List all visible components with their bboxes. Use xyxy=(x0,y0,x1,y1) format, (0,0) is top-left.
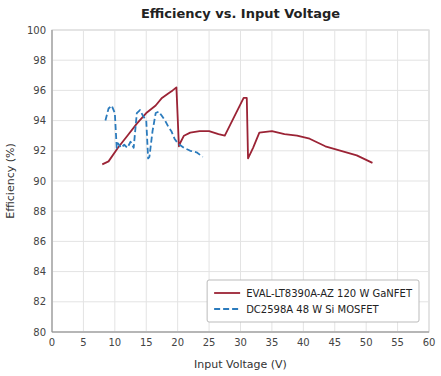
y-tick-label: 84 xyxy=(33,266,46,277)
x-tick-label: 40 xyxy=(297,337,310,348)
y-tick-label: 98 xyxy=(33,55,46,66)
grid-line-x xyxy=(146,30,147,332)
y-tick-label: 88 xyxy=(33,206,46,217)
y-tick-label: 80 xyxy=(33,327,46,338)
y-tick-label: 92 xyxy=(33,145,46,156)
y-tick-label: 100 xyxy=(27,25,46,36)
x-tick-label: 55 xyxy=(391,337,404,348)
x-tick-label: 30 xyxy=(234,337,247,348)
x-tick-label: 10 xyxy=(108,337,121,348)
legend: EVAL-LT8390A-AZ 120 W GaNFET DC2598A 48 W… xyxy=(207,280,419,322)
y-tick-label: 94 xyxy=(33,115,46,126)
x-tick-label: 15 xyxy=(140,337,153,348)
grid-line-x xyxy=(114,30,115,332)
grid xyxy=(52,30,429,332)
x-tick-label: 20 xyxy=(171,337,184,348)
x-tick-label: 25 xyxy=(203,337,216,348)
grid-line-x xyxy=(429,30,430,332)
x-tick-label: 35 xyxy=(266,337,279,348)
series-line xyxy=(102,87,372,164)
y-axis-label: Efficiency (%) xyxy=(4,143,17,219)
chart: 80 82 84 86 88 90 92 94 96 98 100 0 5 10 15 20 25 30 35 40 4… xyxy=(0,0,441,376)
title: Efficiency vs. Input Voltage xyxy=(141,6,340,21)
y-axis-line xyxy=(52,30,53,332)
plot-area xyxy=(52,30,429,332)
x-tick-label: 45 xyxy=(328,337,341,348)
series-group xyxy=(102,87,372,164)
x-tick-label: 60 xyxy=(423,337,436,348)
grid-line-x xyxy=(177,30,178,332)
x-tick-label: 5 xyxy=(80,337,86,348)
legend-swatch xyxy=(214,292,240,294)
x-tick-label: 50 xyxy=(360,337,373,348)
tick-labels: 80 82 84 86 88 90 92 94 96 98 100 0 5 10 15 20 25 30 35 40 4… xyxy=(27,25,435,349)
grid-line-y xyxy=(52,332,429,333)
x-axis-label: Input Voltage (V) xyxy=(194,358,287,371)
grid-line-x xyxy=(52,30,53,332)
legend-swatch xyxy=(214,308,240,310)
y-tick-label: 82 xyxy=(33,296,46,307)
y-tick-label: 96 xyxy=(33,85,46,96)
y-tick-label: 90 xyxy=(33,176,46,187)
series-line xyxy=(105,106,202,159)
legend-box xyxy=(207,280,419,322)
legend-label: DC2598A 48 W Si MOSFET xyxy=(246,304,379,315)
y-tick-label: 86 xyxy=(33,236,46,247)
x-tick-label: 0 xyxy=(49,337,55,348)
grid-line-x xyxy=(83,30,84,332)
x-axis-line xyxy=(52,332,429,333)
legend-label: EVAL-LT8390A-AZ 120 W GaNFET xyxy=(246,288,413,299)
